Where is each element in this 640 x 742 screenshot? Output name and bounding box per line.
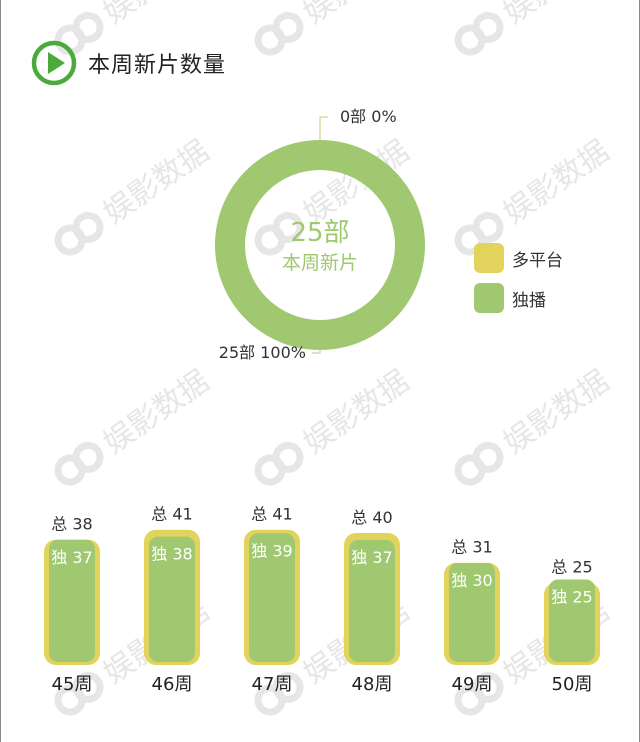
leader-line-exclusive: [312, 350, 321, 354]
exclusive-value-label: 独 38: [151, 545, 192, 564]
donut-slice-exclusive: [215, 140, 425, 350]
total-value-label: 总 38: [51, 515, 92, 534]
bar-exclusive: [149, 536, 195, 662]
bar-exclusive: [49, 539, 95, 662]
slice-label-multi-platform: 0部 0%: [340, 107, 397, 126]
bar-exclusive: [349, 539, 395, 662]
week-tick-label: 50周: [552, 674, 593, 695]
total-value-label: 总 41: [151, 505, 192, 524]
slice-label-exclusive: 25部 100%: [219, 343, 306, 362]
donut-center-label: 本周新片: [282, 252, 358, 274]
legend-item-exclusive: 独播: [474, 278, 563, 318]
bar-exclusive: [549, 579, 595, 662]
chart-legend: 多平台 独播: [474, 238, 563, 318]
exclusive-value-label: 独 37: [51, 548, 92, 567]
donut-center-value: 25部: [290, 218, 349, 248]
legend-swatch-multi-platform: [474, 243, 504, 273]
bar-exclusive: [449, 563, 495, 662]
exclusive-value-label: 独 25: [551, 588, 592, 607]
exclusive-value-label: 独 30: [451, 571, 492, 590]
total-value-label: 总 40: [351, 508, 392, 527]
week-tick-label: 45周: [52, 674, 93, 695]
total-value-label: 总 41: [251, 505, 292, 524]
week-tick-label: 47周: [252, 674, 293, 695]
legend-label-multi-platform: 多平台: [512, 250, 563, 271]
section-header: 本周新片数量: [30, 38, 226, 88]
page-title: 本周新片数量: [88, 53, 227, 78]
exclusive-value-label: 独 37: [351, 548, 392, 567]
total-value-label: 总 31: [451, 538, 492, 557]
play-circle-icon: [31, 40, 77, 86]
leader-line-multi-platform: [319, 116, 328, 140]
week-tick-label: 46周: [152, 674, 193, 695]
week-tick-label: 48周: [352, 674, 393, 695]
legend-label-exclusive: 独播: [512, 290, 546, 311]
legend-item-multi-platform: 多平台: [474, 238, 563, 278]
exclusive-value-label: 独 39: [251, 541, 292, 560]
bar-exclusive: [249, 533, 295, 662]
legend-swatch-exclusive: [474, 283, 504, 313]
weekly-bar-chart: 总 38 独 37 45周 总 41 独 38 46周 总 41 独 39 47周 总 40 独 3…: [44, 505, 600, 695]
week-tick-label: 49周: [452, 674, 493, 695]
total-value-label: 总 25: [551, 558, 592, 577]
